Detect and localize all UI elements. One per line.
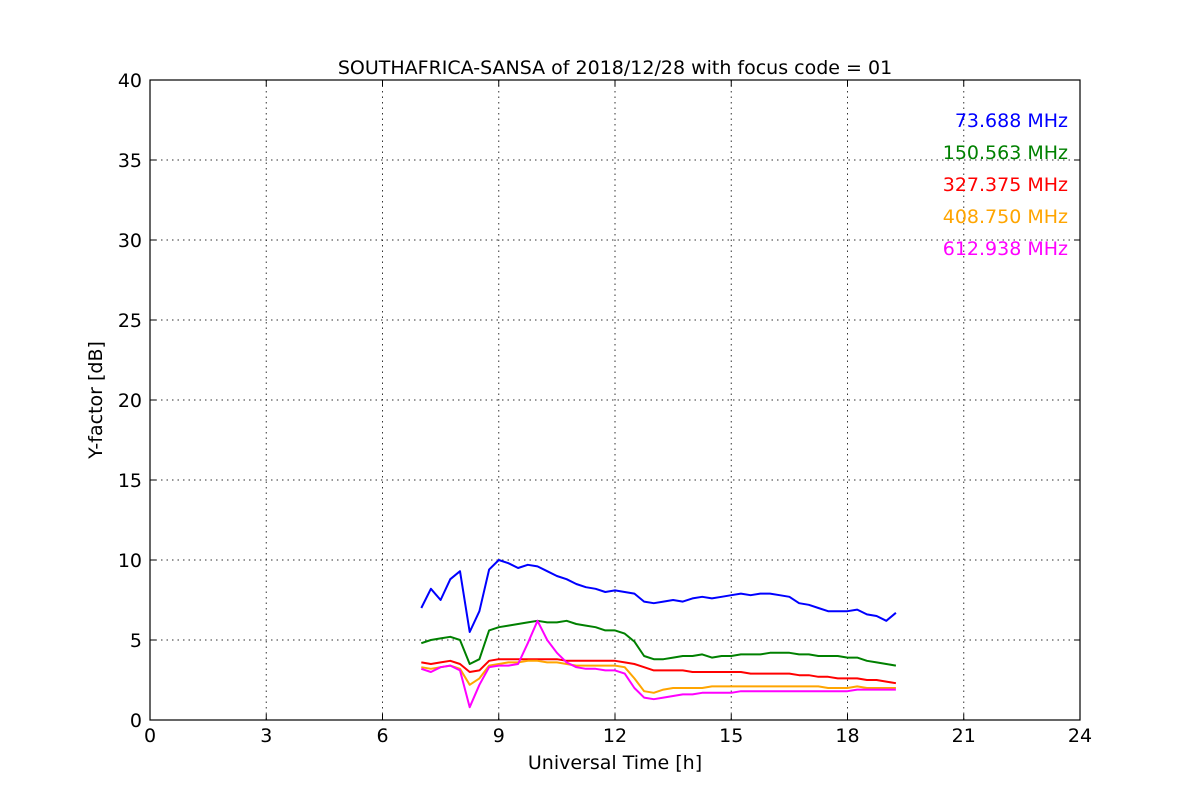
y-axis-label: Y-factor [dB] — [85, 341, 107, 460]
y-tick-label: 25 — [118, 310, 142, 332]
y-tick-label: 10 — [118, 550, 142, 572]
y-tick-label: 30 — [118, 230, 142, 252]
x-axis: 0 3 6 9 12 15 18 21 24 — [144, 80, 1092, 747]
y-tick-label: 20 — [118, 390, 142, 412]
legend-entry-5: 612.938 MHz — [943, 238, 1068, 260]
x-tick-label: 18 — [835, 725, 859, 747]
series-line-2 — [420, 619, 897, 667]
x-tick-label: 24 — [1068, 725, 1092, 747]
x-tick-label: 0 — [144, 725, 156, 747]
legend-entry-2: 150.563 MHz — [943, 142, 1068, 164]
legend-entry-1: 73.688 MHz — [955, 110, 1068, 132]
legend: 73.688 MHz 150.563 MHz 327.375 MHz 408.750 … — [943, 110, 1068, 260]
series-layer — [420, 559, 897, 709]
y-tick-label: 5 — [130, 630, 142, 652]
x-tick-label: 3 — [260, 725, 272, 747]
series-line-3 — [421, 658, 897, 685]
x-tick-label: 6 — [376, 725, 388, 747]
series-line-4 — [421, 659, 896, 694]
x-tick-label: 12 — [603, 725, 627, 747]
y-tick-label: 40 — [118, 70, 142, 92]
x-tick-label: 21 — [952, 725, 976, 747]
x-axis-label: Universal Time [h] — [528, 752, 702, 774]
series-line-5 — [420, 619, 896, 709]
grid-lines — [150, 80, 1080, 720]
y-tick-label: 35 — [118, 150, 142, 172]
x-tick-label: 9 — [493, 725, 505, 747]
series-line-1 — [420, 559, 897, 633]
y-tick-label: 0 — [130, 710, 142, 732]
legend-entry-4: 408.750 MHz — [943, 206, 1068, 228]
legend-entry-3: 327.375 MHz — [943, 174, 1068, 196]
y-axis: 0 5 10 15 20 25 30 35 40 — [118, 70, 1080, 732]
chart-title: SOUTHAFRICA-SANSA of 2018/12/28 with foc… — [338, 57, 892, 79]
x-tick-label: 15 — [719, 725, 743, 747]
y-tick-label: 15 — [118, 470, 142, 492]
